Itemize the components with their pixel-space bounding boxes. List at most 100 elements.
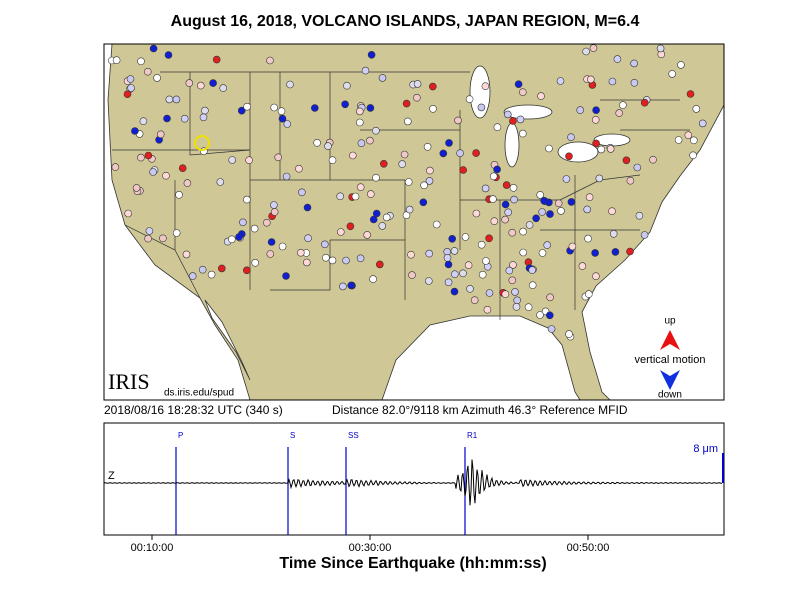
station bbox=[543, 241, 552, 249]
station bbox=[425, 177, 434, 185]
station bbox=[366, 104, 375, 112]
station bbox=[584, 290, 593, 298]
station bbox=[674, 136, 683, 144]
station bbox=[163, 114, 171, 123]
station bbox=[444, 278, 453, 287]
station bbox=[407, 250, 415, 259]
station bbox=[512, 302, 521, 311]
station bbox=[698, 119, 707, 128]
station bbox=[519, 227, 527, 236]
lake bbox=[469, 65, 491, 119]
station bbox=[162, 171, 170, 180]
legend-up: up bbox=[664, 316, 676, 327]
station bbox=[557, 207, 565, 215]
station bbox=[429, 105, 437, 113]
station bbox=[266, 250, 275, 258]
station bbox=[444, 260, 453, 269]
station bbox=[369, 275, 377, 283]
station bbox=[164, 51, 173, 59]
station bbox=[582, 47, 590, 56]
station bbox=[277, 107, 286, 115]
station bbox=[461, 233, 470, 241]
station bbox=[286, 80, 294, 89]
station bbox=[536, 311, 544, 319]
station bbox=[578, 262, 587, 270]
station bbox=[366, 190, 375, 198]
phase-label: S bbox=[290, 431, 295, 440]
station bbox=[459, 269, 467, 278]
station bbox=[328, 156, 337, 164]
station bbox=[404, 178, 413, 186]
station bbox=[649, 155, 657, 164]
station bbox=[153, 74, 161, 82]
station bbox=[608, 207, 616, 215]
station bbox=[303, 203, 312, 212]
station bbox=[519, 248, 528, 257]
border bbox=[189, 72, 251, 156]
station bbox=[537, 92, 545, 100]
station bbox=[509, 261, 517, 269]
station bbox=[235, 233, 243, 241]
station bbox=[356, 254, 365, 263]
station bbox=[613, 55, 622, 63]
water bbox=[381, 315, 581, 401]
station bbox=[448, 235, 457, 243]
station bbox=[640, 98, 649, 107]
station bbox=[343, 81, 351, 90]
reference-station bbox=[194, 135, 210, 151]
station bbox=[139, 117, 148, 125]
station bbox=[692, 105, 701, 113]
station bbox=[324, 142, 332, 150]
url: ds.iris.edu/spud bbox=[164, 388, 234, 399]
station bbox=[283, 120, 292, 128]
station bbox=[656, 44, 665, 53]
station bbox=[270, 201, 278, 209]
station bbox=[609, 230, 618, 238]
station bbox=[583, 205, 592, 214]
station bbox=[165, 95, 174, 104]
station bbox=[477, 103, 486, 112]
station bbox=[450, 270, 459, 279]
station bbox=[270, 208, 279, 216]
station bbox=[485, 234, 493, 243]
station bbox=[547, 325, 556, 333]
station bbox=[328, 256, 337, 265]
station bbox=[126, 75, 135, 83]
station bbox=[567, 133, 575, 141]
station bbox=[172, 95, 181, 104]
station bbox=[524, 303, 533, 312]
station bbox=[198, 265, 207, 274]
station bbox=[197, 81, 205, 90]
station bbox=[576, 106, 585, 114]
station bbox=[355, 118, 364, 127]
info-time: 2018/08/16 18:28:32 UTC (340 s) bbox=[104, 403, 283, 417]
station bbox=[546, 210, 554, 218]
station bbox=[505, 266, 514, 275]
station bbox=[481, 82, 490, 90]
station bbox=[295, 164, 303, 173]
station bbox=[556, 77, 565, 85]
lake bbox=[557, 141, 599, 163]
station bbox=[278, 114, 287, 123]
station bbox=[508, 228, 517, 237]
station bbox=[454, 116, 462, 125]
station bbox=[346, 222, 355, 231]
station bbox=[640, 231, 649, 239]
station bbox=[237, 106, 246, 115]
station bbox=[546, 293, 554, 302]
station bbox=[111, 163, 120, 171]
station bbox=[137, 153, 145, 162]
station bbox=[439, 149, 448, 158]
station bbox=[175, 191, 183, 199]
station bbox=[677, 61, 685, 69]
station bbox=[489, 172, 498, 181]
station bbox=[466, 284, 474, 293]
station bbox=[630, 79, 639, 87]
station bbox=[304, 234, 312, 242]
lake bbox=[504, 122, 520, 168]
station bbox=[426, 166, 434, 175]
station bbox=[432, 220, 441, 229]
trace bbox=[103, 459, 723, 506]
station bbox=[459, 166, 468, 174]
station bbox=[606, 145, 615, 153]
